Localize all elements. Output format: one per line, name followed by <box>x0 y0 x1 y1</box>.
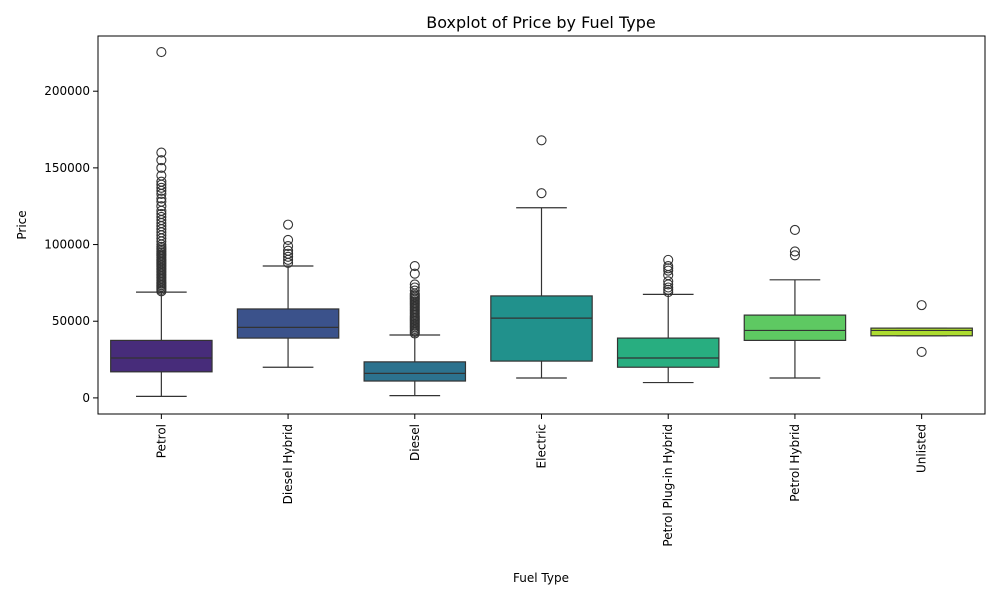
outlier-point <box>663 276 674 287</box>
y-tick-label: 150000 <box>44 161 90 175</box>
outlier-point <box>916 346 927 357</box>
outlier-point <box>156 196 167 207</box>
outlier-point <box>156 176 167 187</box>
y-axis-label: Price <box>15 210 29 239</box>
outlier-point <box>663 287 674 298</box>
outlier-point <box>409 282 420 293</box>
outlier-point <box>916 300 927 311</box>
outlier-point <box>663 263 674 274</box>
y-tick-label: 100000 <box>44 238 90 252</box>
x-tick-label: Electric <box>535 424 549 468</box>
outlier-point <box>283 219 294 230</box>
outlier-point <box>156 170 167 181</box>
box-group-petrol-hybrid <box>743 224 847 379</box>
box <box>236 308 340 339</box>
outlier-point <box>156 201 167 212</box>
outlier-point <box>283 248 294 259</box>
outlier-point <box>283 245 294 256</box>
outlier-point <box>663 254 674 265</box>
outlier-point <box>663 284 674 295</box>
y-tick-label: 50000 <box>52 314 90 328</box>
box-group-diesel-hybrid <box>236 219 340 368</box>
outlier-point <box>283 241 294 252</box>
x-tick-label: Unlisted <box>915 424 929 473</box>
outlier-point <box>663 260 674 272</box>
plot-area <box>110 47 973 397</box>
outlier-point <box>536 135 547 146</box>
y-tick-label: 200000 <box>44 84 90 98</box>
x-tick-label: Petrol <box>154 424 168 458</box>
outlier-point <box>156 208 167 219</box>
box-group-petrol-plug-in-hybrid <box>616 254 720 384</box>
box-group-petrol <box>110 47 213 397</box>
x-tick-label: Petrol Hybrid <box>788 424 802 502</box>
outlier-point <box>789 246 800 257</box>
box <box>616 337 720 368</box>
box-group-diesel <box>363 260 467 397</box>
outlier-point <box>663 282 674 293</box>
outlier-point <box>409 260 420 272</box>
y-tick-label: 0 <box>82 391 90 405</box>
x-axis: Petrol Diesel Hybrid Diesel Electric Petrol … <box>154 414 929 547</box>
box <box>490 295 593 362</box>
outlier-point <box>536 188 547 199</box>
outlier-point <box>789 250 800 261</box>
box <box>870 327 973 337</box>
chart-title: Boxplot of Price by Fuel Type <box>426 13 655 32</box>
outlier-point <box>409 279 420 290</box>
x-tick-label: Diesel <box>408 424 422 461</box>
x-tick-label: Diesel Hybrid <box>281 424 295 504</box>
outlier-point <box>409 285 420 296</box>
outlier-point <box>789 224 800 236</box>
box-group-unlisted <box>870 300 973 357</box>
outlier-point <box>409 268 420 279</box>
outlier-point <box>156 162 167 173</box>
outlier-point <box>156 182 167 193</box>
box <box>110 339 213 373</box>
box <box>363 361 467 382</box>
outlier-point <box>283 234 294 246</box>
outlier-point <box>156 193 167 204</box>
outlier-point <box>156 241 167 252</box>
outlier-point <box>156 155 167 166</box>
x-axis-label: Fuel Type <box>513 571 569 585</box>
x-tick-label: Petrol Plug-in Hybrid <box>661 424 675 547</box>
plot-frame <box>97 35 986 415</box>
outlier-point <box>156 147 167 158</box>
box-group-electric <box>490 135 593 379</box>
y-axis: 0 50000 100000 150000 200000 <box>44 84 98 405</box>
outlier-point <box>156 211 167 222</box>
outlier-point <box>663 265 674 276</box>
box <box>743 314 847 341</box>
outlier-point <box>283 251 294 262</box>
outlier-point <box>156 47 167 58</box>
